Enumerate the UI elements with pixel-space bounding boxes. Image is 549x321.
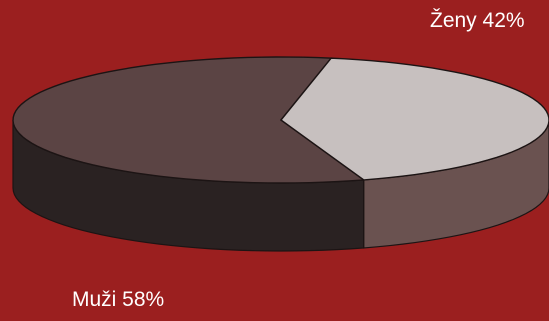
slice-top-muzi <box>12 56 366 184</box>
slice-label-zeny: Ženy 42% <box>430 9 525 32</box>
pie-slices <box>12 56 549 252</box>
slice-label-muzi: Muži 58% <box>72 288 165 311</box>
slice-top-zeny <box>279 57 549 181</box>
